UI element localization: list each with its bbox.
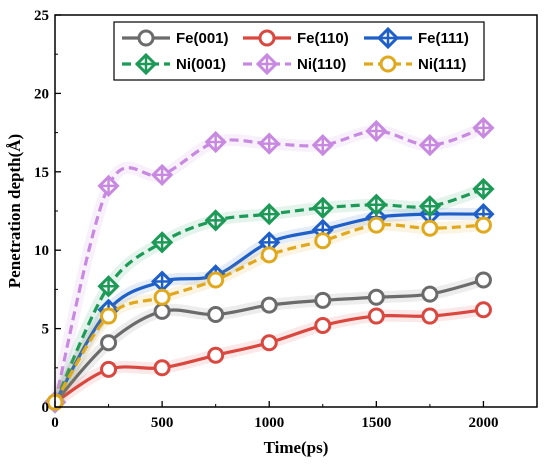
data-point bbox=[365, 193, 388, 216]
data-point bbox=[97, 174, 120, 198]
data-point bbox=[311, 134, 334, 157]
data-point bbox=[474, 216, 492, 234]
data-point bbox=[153, 288, 171, 306]
x-axis-label: Time(ps) bbox=[264, 438, 329, 457]
data-point bbox=[204, 130, 227, 154]
series-glow bbox=[51, 303, 485, 408]
x-tick-label: 2000 bbox=[468, 415, 498, 431]
data-point bbox=[314, 316, 332, 334]
data-point bbox=[474, 271, 492, 289]
data-point bbox=[207, 271, 225, 289]
y-tick-label: 5 bbox=[42, 322, 50, 338]
legend-item: Fe(111) bbox=[364, 26, 469, 50]
legend-item: Fe(001) bbox=[122, 29, 229, 47]
legend-marker bbox=[376, 26, 400, 50]
legend-marker bbox=[134, 52, 158, 76]
legend-item: Ni(110) bbox=[243, 52, 346, 76]
data-point bbox=[311, 196, 334, 219]
legend-marker bbox=[255, 52, 279, 76]
legend-label: Fe(111) bbox=[418, 30, 469, 47]
data-point bbox=[97, 275, 120, 298]
data-point bbox=[472, 177, 495, 201]
data-point bbox=[365, 119, 388, 143]
legend-marker bbox=[137, 29, 155, 47]
series-line bbox=[53, 126, 484, 403]
x-tick-label: 0 bbox=[51, 415, 59, 431]
data-point bbox=[100, 334, 118, 352]
data-point bbox=[418, 134, 442, 157]
x-tick-label: 500 bbox=[151, 415, 174, 431]
data-point bbox=[260, 334, 278, 352]
data-point bbox=[204, 209, 227, 232]
data-point bbox=[314, 291, 332, 309]
data-point bbox=[100, 307, 118, 325]
data-point bbox=[367, 307, 385, 325]
y-tick-label: 0 bbox=[42, 400, 50, 416]
legend-item: Ni(111) bbox=[364, 55, 466, 73]
data-point bbox=[100, 360, 118, 378]
data-point bbox=[153, 359, 171, 377]
y-axis-label: Penetration depth(Å) bbox=[5, 134, 24, 288]
legend-item: Fe(110) bbox=[243, 29, 349, 47]
legend: Fe(001) Fe(110) Fe(111) Ni(001) Ni(110) Ni(11… bbox=[113, 21, 485, 81]
data-point bbox=[207, 346, 225, 364]
data-point bbox=[207, 305, 225, 323]
data-point bbox=[367, 288, 385, 306]
x-tick-label: 1000 bbox=[254, 415, 284, 431]
legend-item: Ni(001) bbox=[122, 52, 226, 76]
series-ni111 bbox=[46, 216, 492, 411]
y-tick-label: 20 bbox=[34, 86, 49, 102]
data-point bbox=[472, 116, 495, 140]
data-point bbox=[367, 216, 385, 234]
data-point bbox=[421, 219, 439, 237]
y-tick-label: 25 bbox=[34, 8, 49, 24]
legend-label: Ni(001) bbox=[176, 56, 226, 73]
legend-label: Ni(111) bbox=[418, 56, 466, 73]
legend-marker bbox=[258, 29, 276, 47]
legend-label: Ni(110) bbox=[297, 56, 346, 73]
axis-ticks: 0 500 1000 1500 2000 0 5 10 15 20 25 bbox=[34, 8, 498, 431]
legend-box bbox=[113, 21, 485, 81]
plot-area bbox=[43, 116, 495, 414]
data-point bbox=[421, 307, 439, 325]
data-point bbox=[258, 203, 281, 226]
data-point bbox=[258, 132, 281, 155]
legend-marker bbox=[379, 55, 397, 73]
series-ni001 bbox=[43, 177, 495, 414]
legend-label: Fe(001) bbox=[176, 30, 229, 47]
data-point bbox=[418, 195, 442, 218]
data-point bbox=[260, 246, 278, 264]
data-point bbox=[421, 285, 439, 303]
series-line bbox=[54, 308, 484, 404]
data-point bbox=[260, 296, 278, 314]
legend-label: Fe(110) bbox=[297, 30, 349, 47]
data-point bbox=[314, 232, 332, 250]
series-fe001 bbox=[46, 271, 492, 411]
y-tick-label: 10 bbox=[34, 243, 49, 259]
y-tick-label: 15 bbox=[34, 165, 49, 181]
x-tick-label: 1500 bbox=[361, 415, 391, 431]
data-point bbox=[150, 231, 174, 254]
data-point bbox=[474, 301, 492, 319]
data-point bbox=[153, 302, 171, 320]
series-fe110 bbox=[46, 301, 492, 411]
data-point bbox=[150, 163, 174, 187]
